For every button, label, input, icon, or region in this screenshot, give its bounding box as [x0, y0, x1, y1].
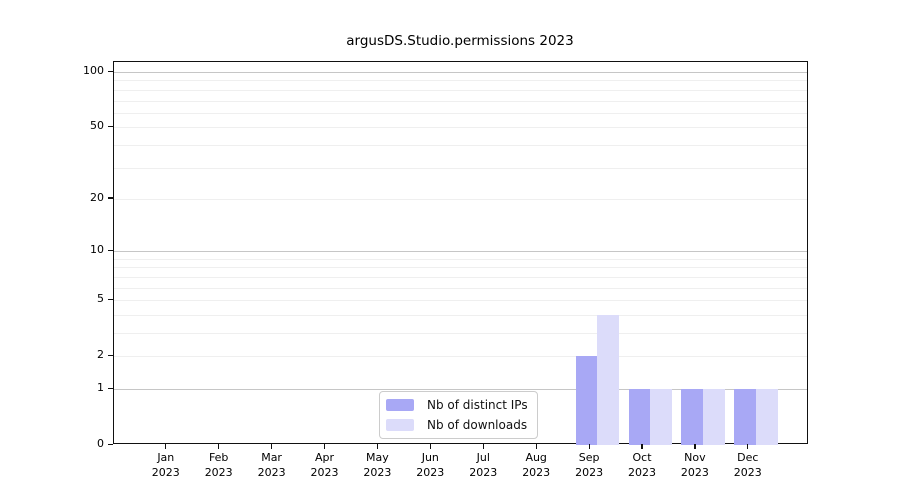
minor-gridline — [114, 333, 807, 334]
x-tick-mark — [641, 444, 642, 449]
x-tick-mark — [536, 444, 537, 449]
y-tick-mark — [108, 444, 113, 445]
y-tick-label: 1 — [56, 381, 104, 395]
x-tick-mark — [747, 444, 748, 449]
bar-nov-downloads — [703, 389, 725, 445]
legend-row: Nb of downloads — [386, 418, 528, 432]
minor-gridline — [114, 259, 807, 260]
major-gridline — [114, 251, 807, 252]
x-tick-mark — [483, 444, 484, 449]
minor-gridline — [114, 90, 807, 91]
y-tick-mark — [108, 388, 113, 389]
legend-row: Nb of distinct IPs — [386, 398, 528, 412]
y-tick-mark — [108, 355, 113, 356]
legend-label: Nb of distinct IPs — [427, 398, 528, 412]
y-tick-mark — [108, 71, 113, 72]
x-tick-month: Dec — [716, 451, 780, 466]
y-tick-label: 20 — [56, 191, 104, 205]
x-tick-mark — [589, 444, 590, 449]
minor-gridline — [114, 300, 807, 301]
plot-area — [113, 61, 808, 444]
figure: argusDS.Studio.permissions 2023 Nb of di… — [0, 0, 900, 500]
y-tick-label: 5 — [56, 292, 104, 306]
y-tick-label: 2 — [56, 348, 104, 362]
minor-gridline — [114, 356, 807, 357]
x-tick-mark — [694, 444, 695, 449]
x-tick-mark — [271, 444, 272, 449]
x-tick-year: 2023 — [716, 466, 780, 481]
legend: Nb of distinct IPs Nb of downloads — [379, 391, 538, 439]
minor-gridline — [114, 127, 807, 128]
y-tick-mark — [108, 197, 113, 198]
y-tick-label: 100 — [56, 64, 104, 78]
legend-swatch — [386, 399, 414, 411]
minor-gridline — [114, 199, 807, 200]
minor-gridline — [114, 101, 807, 102]
bar-sep-ips — [576, 356, 598, 445]
minor-gridline — [114, 80, 807, 81]
y-tick-mark — [108, 299, 113, 300]
x-tick-mark — [324, 444, 325, 449]
major-gridline — [114, 72, 807, 73]
x-tick-mark — [377, 444, 378, 449]
y-tick-label: 50 — [56, 119, 104, 133]
bar-sep-downloads — [597, 315, 619, 445]
minor-gridline — [114, 288, 807, 289]
minor-gridline — [114, 277, 807, 278]
bar-oct-downloads — [650, 389, 672, 445]
bar-nov-ips — [681, 389, 703, 445]
legend-swatch — [386, 419, 414, 431]
legend-label: Nb of downloads — [427, 418, 527, 432]
x-tick-label: Dec2023 — [716, 451, 780, 480]
minor-gridline — [114, 168, 807, 169]
chart-title: argusDS.Studio.permissions 2023 — [113, 33, 807, 49]
minor-gridline — [114, 145, 807, 146]
y-tick-mark — [108, 250, 113, 251]
bar-dec-downloads — [756, 389, 778, 445]
bar-dec-ips — [734, 389, 756, 445]
x-tick-mark — [218, 444, 219, 449]
minor-gridline — [114, 113, 807, 114]
y-tick-mark — [108, 126, 113, 127]
minor-gridline — [114, 267, 807, 268]
x-tick-mark — [430, 444, 431, 449]
y-tick-label: 10 — [56, 243, 104, 257]
minor-gridline — [114, 315, 807, 316]
y-tick-label: 0 — [56, 437, 104, 451]
bar-oct-ips — [629, 389, 651, 445]
x-tick-mark — [165, 444, 166, 449]
